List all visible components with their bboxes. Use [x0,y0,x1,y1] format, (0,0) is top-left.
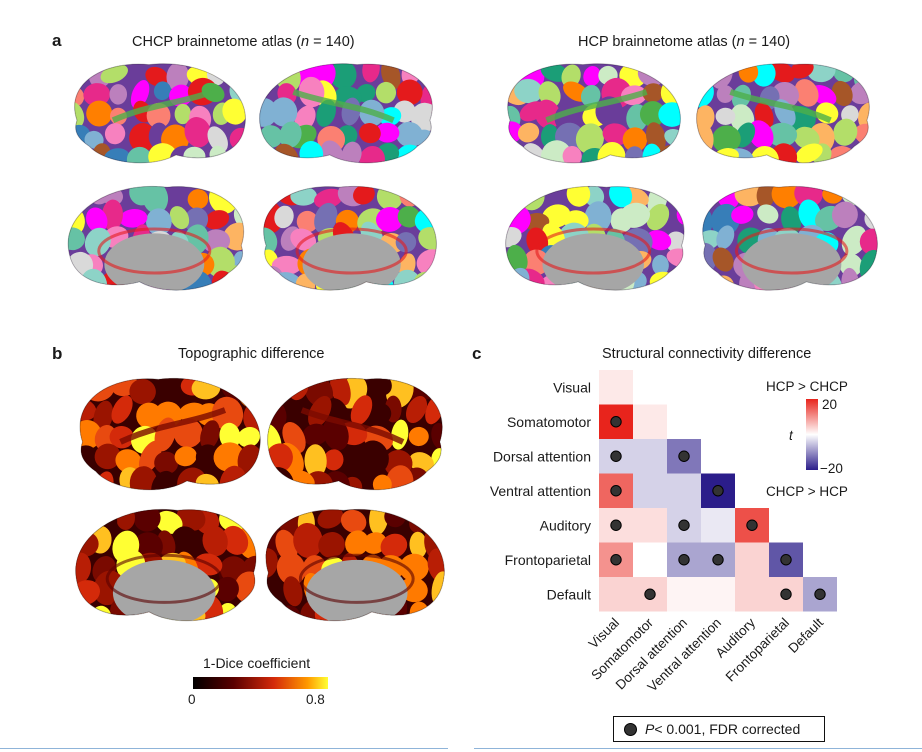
legend-text: < 0.001, FDR corrected [654,721,801,737]
brain-surface-5 [507,63,681,164]
heatmap-cell-3-2 [667,473,701,508]
brain-surface-8 [702,185,878,291]
heatmap-cell-6-0 [599,577,633,612]
significance-dot-5-3 [712,554,724,566]
heatmap-cell-4-3 [701,508,735,543]
bottom-rule-left [0,748,448,749]
heatmap-cell-6-4 [735,577,769,612]
hcp-greater-label: HCP > CHCP [766,379,848,394]
topographic-difference-title: Topographic difference [178,346,325,362]
connectivity-heatmap: Visual Somatomotor Dorsal attention Ventral… [490,370,837,695]
connectivity-difference-title: Structural connectivity difference [602,346,812,362]
t-colorbar-max: 20 [822,397,838,412]
significance-legend: P < 0.001, FDR corrected [613,716,825,742]
significance-dot-3-0 [610,485,622,497]
significance-dot-2-0 [610,450,622,462]
heatmap-cell-5-4 [735,542,769,577]
brain-surface-12 [265,508,445,622]
significance-dot-6-5 [780,588,792,600]
heatmap-cell-3-1 [633,473,667,508]
heatmap-cell-2-1 [633,439,667,474]
heatmap-cell-6-3 [701,577,735,612]
heatmap-cell-0-0 [599,370,633,405]
chcp-greater-label: CHCP > HCP [766,484,848,499]
significance-dot-6-1 [644,588,656,600]
significance-dot-4-0 [610,519,622,531]
panel-c-letter: c [472,344,482,363]
significance-dot-1-0 [610,416,622,428]
significance-dot-icon [624,722,637,736]
row-label-6: Default [547,586,591,602]
brain-surface-1 [74,63,246,164]
row-label-0: Visual [553,379,591,395]
parcellation-brain-surfaces [67,63,878,291]
row-label-2: Dorsal attention [493,448,591,464]
dice-colorbar-title: 1-Dice coefficient [203,655,311,671]
row-label-1: Somatomotor [507,414,591,430]
heatmap-cell-5-1 [633,542,667,577]
hcp-atlas-title: HCP brainnetome atlas (n = 140) [578,34,791,50]
significance-dot-4-2 [678,519,690,531]
significance-dot-6-6 [814,588,826,600]
brain-surface-3 [67,185,244,291]
chcp-atlas-title: CHCP brainnetome atlas (n = 140) [132,34,355,50]
connectivity-colorbar [806,399,818,470]
heatmap-cell-6-2 [667,577,701,612]
t-colorbar-min: −20 [820,461,843,476]
heatmap-cell-1-1 [633,404,667,439]
brain-surface-4 [263,185,437,291]
row-label-3: Ventral attention [490,483,591,499]
dice-colorbar-min: 0 [188,692,196,707]
row-label-5: Frontoparietal [505,552,591,568]
brain-surface-7 [505,185,685,291]
brain-surface-9 [79,377,261,491]
row-label-4: Auditory [540,517,591,533]
significance-dot-2-2 [678,450,690,462]
col-label-6: Default [785,615,826,656]
bottom-rule-right [474,748,922,749]
topographic-colorbar [193,677,328,689]
panel-b-letter: b [52,344,63,363]
t-colorbar-axis-label: t [789,428,793,443]
dice-colorbar-max: 0.8 [306,692,325,707]
heatmap-cell-4-1 [633,508,667,543]
legend-p-symbol: P [645,721,655,737]
significance-dot-3-3 [712,485,724,497]
brain-surface-10 [267,377,443,491]
significance-dot-5-0 [610,554,622,566]
significance-dot-4-4 [746,519,758,531]
panel-a-letter: a [52,31,62,50]
brain-surface-11 [75,508,257,622]
significance-dot-5-5 [780,554,792,566]
brain-surface-2 [259,63,433,164]
topographic-brain-surfaces [75,377,445,622]
brain-surface-6 [696,63,870,164]
significance-dot-5-2 [678,554,690,566]
